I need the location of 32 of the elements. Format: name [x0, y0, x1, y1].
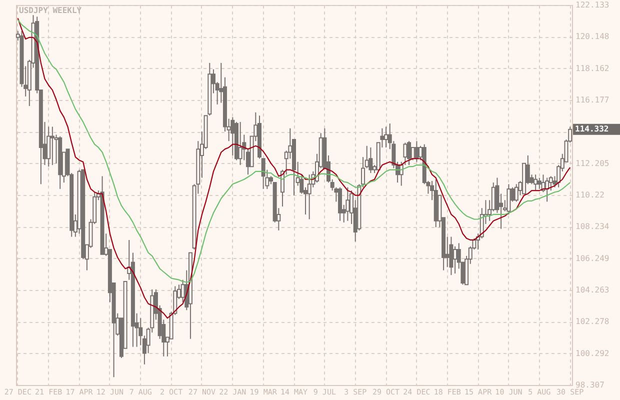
y-tick-label: 110.22 [576, 190, 605, 200]
chart-title: USDJPY WEEKLY [19, 6, 82, 15]
candlestick [506, 184, 511, 215]
candlestick [545, 177, 550, 202]
y-tick-label: 108.234 [576, 222, 610, 232]
y-tick-label: 112.205 [576, 158, 610, 168]
candlestick [368, 146, 373, 174]
candlestick [537, 177, 542, 190]
y-tick-label: 100.292 [576, 348, 610, 358]
y-tick-label: 116.177 [576, 95, 610, 104]
text: 114.332 [575, 124, 609, 134]
candlestick [534, 174, 538, 192]
y-tick-label: 120.148 [576, 32, 610, 42]
candlestick [414, 140, 419, 162]
y-tick-label: 98.307 [576, 380, 605, 390]
candlestick [338, 186, 342, 222]
y-tick-label: 122.133 [576, 0, 610, 10]
candlestick [453, 246, 458, 274]
y-tick-label: 104.263 [576, 286, 610, 295]
candlestick [449, 236, 454, 276]
candlestick [407, 140, 412, 166]
candlestick [514, 184, 518, 202]
candlestick [307, 174, 312, 220]
candlestick [50, 126, 54, 166]
candlestick [46, 126, 51, 168]
candlestick [230, 116, 235, 156]
candlestick [384, 126, 388, 148]
y-tick-label: 102.278 [576, 317, 610, 326]
y-tick-label: 106.249 [576, 254, 610, 263]
candlestick [346, 186, 350, 222]
candlestick [238, 121, 242, 166]
y-tick-label: 118.162 [576, 64, 610, 73]
